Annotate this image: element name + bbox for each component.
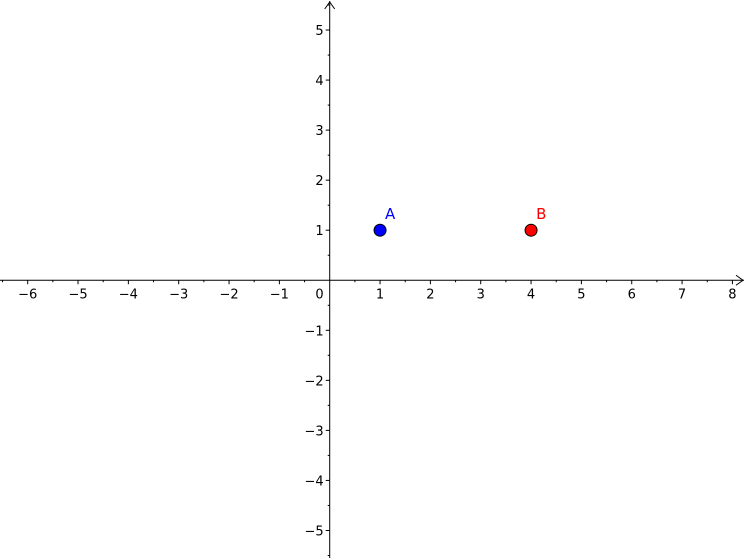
x-tick-label: 3 [477, 287, 485, 302]
x-axis-arrow [735, 274, 744, 286]
y-axis-arrow [324, 1, 336, 10]
x-tick-label: −4 [119, 287, 138, 302]
x-tick-label: 2 [426, 287, 434, 302]
x-tick-label: −3 [169, 287, 188, 302]
tick-labels: −6 −5 −4 −3 −2 −1 1 2 3 4 5 6 7 8 −5 −4 −3 −2 −1 1 2 3 4 5 0 [18, 24, 736, 539]
y-tick-label: 4 [315, 74, 323, 89]
x-tick-label: −2 [219, 287, 238, 302]
x-tick-label: 8 [728, 287, 736, 302]
point-a [373, 223, 387, 237]
point-label-b: B [536, 205, 546, 223]
x-tick-label: −6 [18, 287, 37, 302]
y-tick-label: 5 [315, 24, 323, 39]
x-tick-label: 1 [376, 287, 384, 302]
y-tick-label: −4 [305, 474, 324, 489]
tick-marks [2, 4, 733, 556]
y-tick-label: −1 [305, 324, 324, 339]
point-label-a: A [385, 205, 396, 223]
x-tick-label: 5 [577, 287, 585, 302]
y-tick-label: 3 [315, 124, 323, 139]
y-tick-label: −5 [305, 524, 324, 539]
x-tick-label: −5 [68, 287, 87, 302]
point-b [524, 223, 538, 237]
origin-label: 0 [315, 287, 323, 302]
x-tick-label: 4 [527, 287, 535, 302]
x-tick-label: 6 [628, 287, 636, 302]
x-tick-label: 7 [678, 287, 686, 302]
y-tick-label: −3 [305, 424, 324, 439]
y-tick-label: −2 [305, 374, 324, 389]
y-tick-label: 1 [315, 224, 323, 239]
y-tick-label: 2 [315, 174, 323, 189]
x-tick-label: −1 [270, 287, 289, 302]
